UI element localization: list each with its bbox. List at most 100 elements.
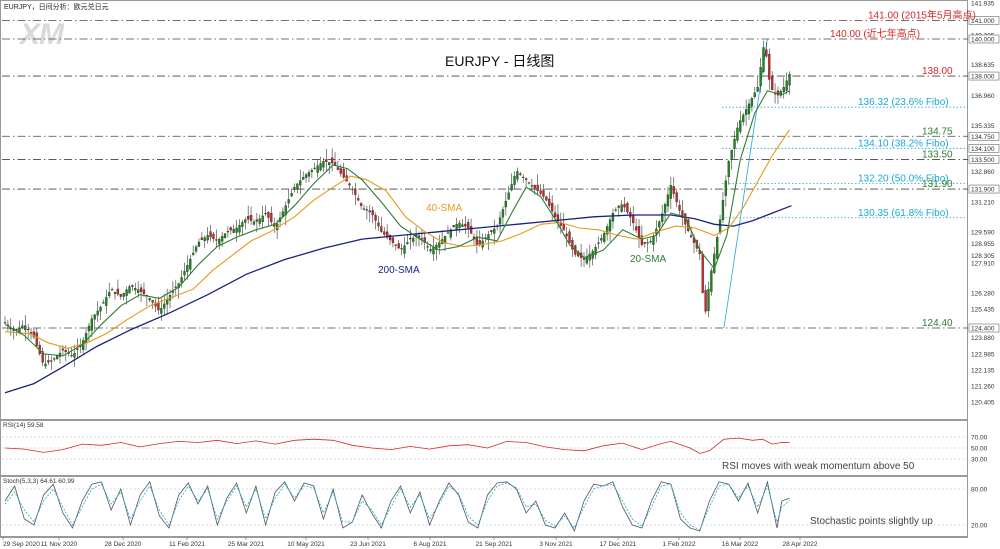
candle-body <box>597 242 600 244</box>
candle-body <box>226 231 230 233</box>
y-tick-label: 134.100 <box>971 146 995 153</box>
sma-line-40-sma <box>4 129 790 349</box>
candle-body <box>762 47 765 72</box>
candle-body <box>105 297 108 306</box>
candle-body <box>753 92 756 97</box>
y-tick-label: 134.750 <box>971 134 995 141</box>
candle-body <box>293 187 296 190</box>
x-tick-label: 1 Feb 2022 <box>663 541 696 548</box>
chart-title: EURJPY - 日线图 <box>445 53 554 69</box>
candle-body <box>87 325 91 332</box>
candle-body <box>507 192 510 200</box>
candle-body <box>3 322 7 324</box>
fibo-trend-line <box>723 38 768 329</box>
candle-body <box>426 246 429 248</box>
candle-body <box>594 247 597 255</box>
candle-body <box>632 214 635 224</box>
candle-body <box>634 226 638 231</box>
candle-body <box>556 214 560 222</box>
level-label: 130.35 (61.8% Fibo) <box>858 208 949 219</box>
x-tick-label: 11 Feb 2021 <box>169 541 205 548</box>
candle-body <box>354 188 357 195</box>
candle-body <box>61 348 65 351</box>
y-tick-label: 140.000 <box>971 37 995 44</box>
stoch-y-tick: 20.00 <box>971 523 988 530</box>
candle-body <box>139 287 143 292</box>
candle-body <box>397 243 400 249</box>
candle-body <box>412 237 415 242</box>
candle-body <box>108 292 111 297</box>
candle-body <box>429 249 432 252</box>
candle-body <box>458 222 461 228</box>
candle-body <box>160 308 163 314</box>
candle-body <box>669 185 672 199</box>
candle-body <box>163 303 166 309</box>
candle-body <box>206 235 209 241</box>
level-label: 138.00 <box>922 66 953 77</box>
candle-body <box>551 202 554 212</box>
candle-body <box>785 80 788 91</box>
candle-body <box>47 360 50 363</box>
candle-body <box>165 299 169 305</box>
candle-body <box>603 232 606 242</box>
candle-body <box>542 189 545 197</box>
candle-body <box>438 242 441 248</box>
x-tick-label: 6 Aug 2021 <box>414 541 447 548</box>
candle-body <box>765 49 768 57</box>
candle-body <box>452 225 455 228</box>
candle-body <box>93 314 96 320</box>
rsi-y-tick: 30.00 <box>971 457 988 464</box>
candle-body <box>258 218 261 224</box>
candle-body <box>658 221 661 228</box>
candle-body <box>357 198 360 201</box>
candle-body <box>446 232 450 234</box>
candle-body <box>122 293 125 297</box>
y-tick-label: 141.000 <box>971 18 995 25</box>
candle-body <box>600 238 603 241</box>
candle-body <box>721 200 725 221</box>
candle-body <box>478 240 481 245</box>
candle-body <box>70 355 73 357</box>
candle-body <box>359 203 363 206</box>
candle-body <box>102 302 105 304</box>
candle-body <box>249 215 253 221</box>
candle-body <box>330 157 334 164</box>
candle-body <box>267 212 270 218</box>
candle-body <box>779 90 783 96</box>
sma-label-20: 20-SMA <box>630 254 666 265</box>
candle-body <box>646 242 649 244</box>
sma-label-200: 200-SMA <box>378 265 420 276</box>
candle-body <box>99 306 102 312</box>
level-label: 141.00 (2015年5月高点) <box>868 8 976 21</box>
y-tick-label: 135.335 <box>971 123 995 130</box>
candle-body <box>261 215 264 223</box>
xm-logo: XM <box>20 18 64 52</box>
y-tick-label: 122.135 <box>971 367 995 374</box>
y-tick-label: 128.955 <box>971 241 995 248</box>
candle-body <box>510 184 513 191</box>
candle-body <box>284 205 287 216</box>
candle-body <box>229 227 232 231</box>
candle-body <box>524 178 528 180</box>
candle-body <box>571 239 574 250</box>
y-tick-box <box>968 71 1000 81</box>
x-tick-label: 23 Jun 2021 <box>350 541 386 548</box>
rsi-annotation: RSI moves with weak momentum above 50 <box>722 461 915 472</box>
candle-body <box>409 237 412 240</box>
candle-body <box>183 271 186 276</box>
y-tick-label: 120.405 <box>971 400 995 407</box>
candle-body <box>727 161 730 178</box>
level-label: 131.90 <box>922 179 953 190</box>
y-tick-label: 141.935 <box>971 1 995 8</box>
candle-body <box>189 258 192 270</box>
candle-body <box>736 127 739 141</box>
candle-body <box>53 358 56 360</box>
x-tick-label: 21 Sep 2021 <box>476 541 513 548</box>
candle-body <box>565 233 568 237</box>
candle-body <box>718 219 722 234</box>
sma-line-20-sma <box>4 90 790 357</box>
candle-body <box>200 237 204 240</box>
candle-body <box>617 205 620 208</box>
candle-body <box>215 239 218 241</box>
y-tick-label: 126.280 <box>971 291 995 298</box>
